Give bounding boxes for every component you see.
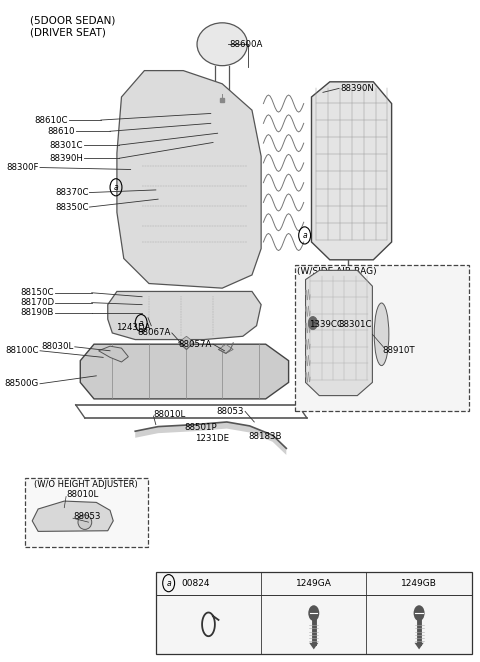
Text: 88300F: 88300F xyxy=(7,163,39,172)
Polygon shape xyxy=(135,422,286,455)
FancyBboxPatch shape xyxy=(295,265,468,411)
Circle shape xyxy=(308,316,317,330)
Polygon shape xyxy=(218,344,233,354)
Polygon shape xyxy=(309,643,318,649)
Polygon shape xyxy=(117,71,261,288)
Text: 1231DE: 1231DE xyxy=(195,434,229,443)
Polygon shape xyxy=(312,82,392,260)
Ellipse shape xyxy=(78,515,92,530)
Text: 88301C: 88301C xyxy=(49,140,83,150)
Text: 1249GB: 1249GB xyxy=(401,579,437,588)
Text: (W/SIDE AIR BAG): (W/SIDE AIR BAG) xyxy=(297,267,376,276)
Text: 1243DA: 1243DA xyxy=(116,323,150,332)
Text: 88600A: 88600A xyxy=(229,40,263,49)
Circle shape xyxy=(414,605,425,621)
Text: 88910T: 88910T xyxy=(383,346,415,355)
Text: 88057A: 88057A xyxy=(179,340,212,349)
Text: 88370C: 88370C xyxy=(55,188,88,197)
Text: 88501P: 88501P xyxy=(185,424,217,432)
Polygon shape xyxy=(32,501,113,532)
Text: 88390N: 88390N xyxy=(340,84,374,93)
Text: a: a xyxy=(167,579,171,588)
Text: 1249GA: 1249GA xyxy=(296,579,332,588)
Polygon shape xyxy=(108,291,261,340)
Text: 88053: 88053 xyxy=(73,512,101,522)
Text: 88100C: 88100C xyxy=(6,346,39,355)
Text: 88150C: 88150C xyxy=(21,288,54,297)
Text: 88170D: 88170D xyxy=(20,298,54,307)
Text: 88500G: 88500G xyxy=(5,379,39,388)
Polygon shape xyxy=(80,344,288,399)
Text: 88030L: 88030L xyxy=(42,342,74,352)
Text: (DRIVER SEAT): (DRIVER SEAT) xyxy=(30,28,106,38)
Text: a: a xyxy=(302,231,307,240)
Circle shape xyxy=(308,605,319,621)
Text: 88301C: 88301C xyxy=(338,320,372,329)
Text: 88190B: 88190B xyxy=(21,308,54,317)
Text: 88610C: 88610C xyxy=(35,116,68,124)
Text: (5DOOR SEDAN): (5DOOR SEDAN) xyxy=(30,16,115,26)
Polygon shape xyxy=(98,346,128,362)
Text: 88067A: 88067A xyxy=(138,328,171,338)
Text: a: a xyxy=(139,318,144,328)
Text: 88053: 88053 xyxy=(216,407,244,416)
Text: (W/O HEIGHT ADJUSTER): (W/O HEIGHT ADJUSTER) xyxy=(35,480,138,489)
Text: 88183B: 88183B xyxy=(249,432,282,441)
Text: 88350C: 88350C xyxy=(55,203,88,212)
Bar xyxy=(156,571,472,654)
Text: 88010L: 88010L xyxy=(67,490,99,499)
Polygon shape xyxy=(179,336,194,350)
Text: 88610: 88610 xyxy=(48,126,75,136)
FancyBboxPatch shape xyxy=(25,478,148,547)
Ellipse shape xyxy=(342,289,354,301)
Polygon shape xyxy=(415,643,424,649)
Ellipse shape xyxy=(374,303,389,365)
Text: 1339CC: 1339CC xyxy=(309,320,343,329)
Text: 00824: 00824 xyxy=(181,579,209,588)
Text: 88390H: 88390H xyxy=(49,154,83,163)
Text: 88010L: 88010L xyxy=(154,410,186,418)
Polygon shape xyxy=(306,270,372,396)
Ellipse shape xyxy=(197,23,247,66)
Text: a: a xyxy=(114,183,118,192)
